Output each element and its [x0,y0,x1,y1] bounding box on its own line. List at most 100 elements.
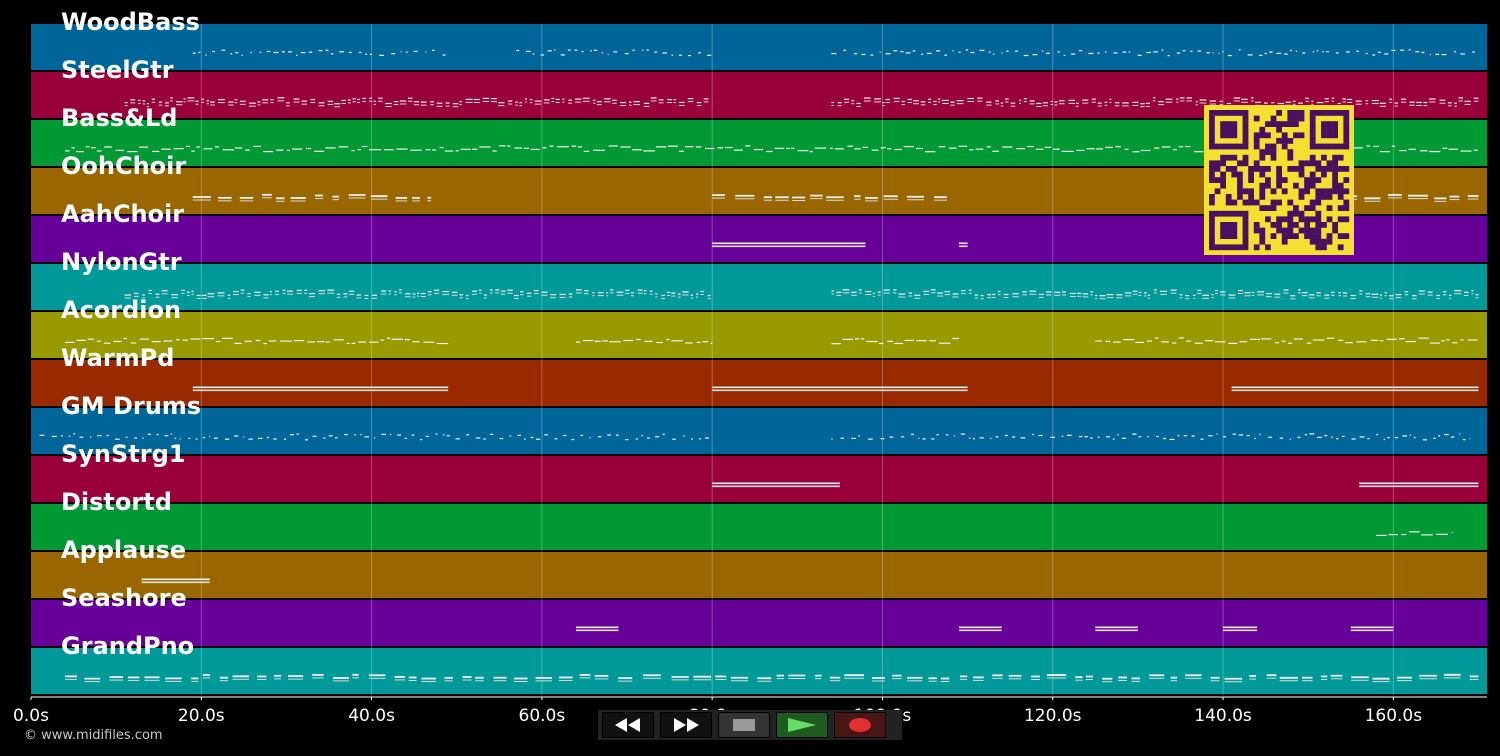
qr-module [1337,182,1344,189]
qr-module [1265,121,1271,127]
qr-module [1281,216,1288,223]
qr-module [1248,199,1254,206]
qr-module [1315,166,1322,172]
qr-module [1321,121,1327,127]
qr-module [1259,132,1266,139]
record-button[interactable] [834,712,886,738]
qr-module [1281,138,1288,144]
qr-module [1231,126,1238,133]
qr-module [1265,177,1271,183]
qr-module [1265,149,1271,155]
qr-module [1293,121,1299,127]
qr-module [1321,132,1327,139]
qr-module [1259,205,1266,211]
qr-module [1304,216,1310,223]
qr-module [1242,222,1249,228]
track-label: OohChoir [61,152,187,180]
qr-module [1343,132,1350,139]
qr-module [1298,132,1305,139]
qr-module [1326,194,1333,200]
qr-module [1343,126,1350,133]
track-label: NylonGtr [61,248,182,276]
qr-module [1270,199,1277,206]
qr-module [1209,199,1215,206]
qr-module [1237,110,1243,116]
qr-module [1326,233,1333,239]
qr-module [1315,216,1322,223]
qr-module [1337,233,1344,239]
qr-module [1209,115,1215,122]
qr-module [1321,126,1327,133]
qr-module [1293,233,1299,239]
qr-module [1332,182,1338,189]
track-band [31,24,1487,70]
qr-module [1293,132,1299,139]
qr-module [1309,138,1316,144]
qr-module [1293,210,1299,217]
track-label: WarmPd [61,344,175,372]
qr-module [1231,132,1238,139]
qr-module [1343,233,1350,239]
qr-module [1209,210,1215,217]
qr-module [1287,121,1294,127]
qr-module [1242,199,1249,206]
track-label: Applause [61,536,187,564]
qr-module [1287,115,1294,122]
qr-module [1265,182,1271,189]
qr-module [1304,233,1310,239]
qr-module [1321,154,1327,161]
track-label: SynStrg1 [61,440,186,468]
qr-module [1209,177,1215,183]
qr-module [1242,110,1249,116]
qr-module [1242,121,1249,127]
qr-module [1220,126,1226,133]
qr-module [1265,216,1271,223]
qr-module [1276,177,1282,183]
qr-module [1298,115,1305,122]
qr-module [1242,216,1249,223]
track-label: Distortd [61,488,172,516]
qr-module [1259,154,1266,161]
qr-module [1287,154,1294,161]
play-button[interactable] [776,712,828,738]
qr-module [1225,233,1232,239]
qr-module [1231,233,1238,239]
qr-module [1225,222,1232,228]
qr-module [1304,222,1310,228]
qr-module [1326,216,1333,223]
qr-code[interactable] [1204,105,1354,255]
qr-module [1326,160,1333,167]
qr-module [1270,121,1277,127]
qr-module [1332,166,1338,172]
track-label: GrandPno [61,632,195,660]
qr-module [1315,110,1322,116]
qr-module [1281,227,1288,234]
qr-module [1293,222,1299,228]
qr-module [1315,188,1322,195]
qr-module [1259,233,1266,239]
qr-module [1248,166,1254,172]
rewind-button[interactable] [602,712,654,738]
qr-module [1220,171,1226,178]
fast-forward-button[interactable] [660,712,712,738]
qr-module [1225,110,1232,116]
qr-module [1287,233,1294,239]
qr-module [1270,222,1277,228]
qr-module [1309,182,1316,189]
qr-module [1276,171,1282,178]
qr-module [1337,216,1344,223]
qr-module [1287,149,1294,155]
qr-module [1321,238,1327,245]
qr-module [1321,143,1327,150]
qr-module [1270,233,1277,239]
qr-module [1253,143,1260,150]
qr-module [1209,216,1215,223]
stop-icon [733,719,755,731]
stop-button[interactable] [718,712,770,738]
qr-module [1214,210,1221,217]
x-tick-label: 40.0s [348,706,395,726]
qr-module [1309,205,1316,211]
qr-module [1242,138,1249,144]
qr-module [1281,177,1288,183]
qr-module [1287,216,1294,223]
